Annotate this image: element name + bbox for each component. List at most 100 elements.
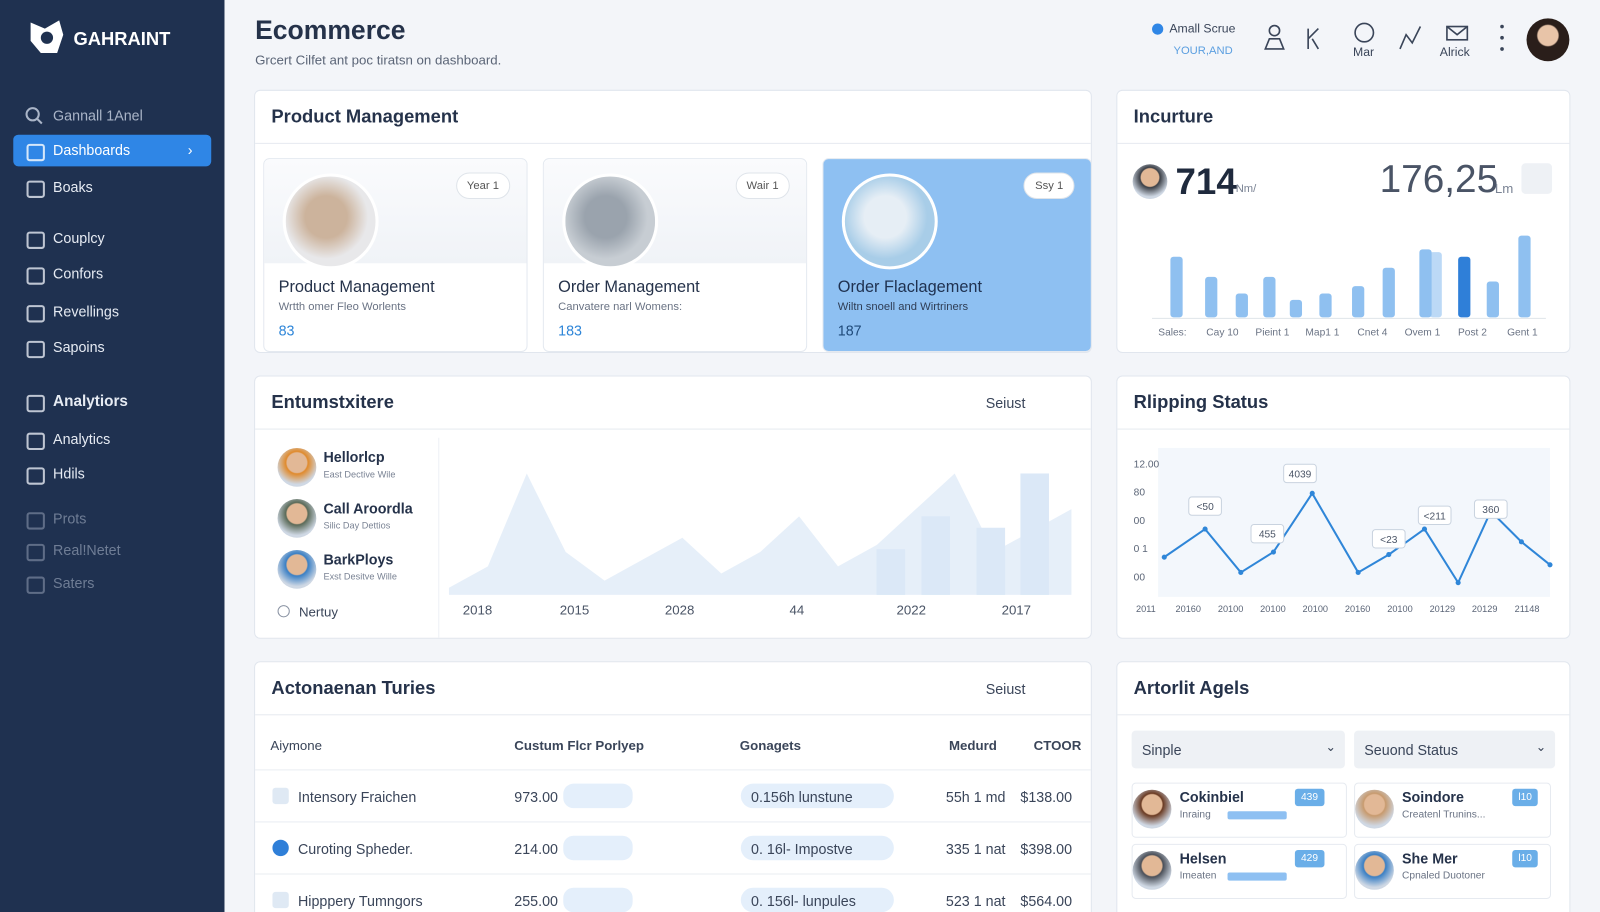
nav-icon: [26, 267, 45, 285]
nav-item[interactable]: Sapoins: [53, 338, 105, 356]
incurture-card: Incurture 714 Nm/176,25 Lm Sales: Cay 10 Piein…: [1116, 89, 1571, 354]
nav-icon: [26, 432, 45, 450]
y-tick-label: 0 1: [1134, 544, 1148, 555]
nav-item[interactable]: Boaks: [53, 178, 93, 195]
card-title: Product Management: [271, 106, 459, 127]
nav-item[interactable]: Couplcy: [53, 229, 105, 246]
x-tick-label: 20129: [1430, 604, 1456, 614]
nav-item[interactable]: Dashboards: [53, 141, 131, 159]
y-tick-label: 00: [1134, 516, 1146, 527]
agent-name: She Mer: [1402, 849, 1458, 867]
header-icons[interactable]: [1261, 20, 1516, 61]
chevron: ⌄: [1535, 739, 1546, 755]
cell: Intensory Fraichen: [297, 788, 417, 806]
nav-item[interactable]: Hdils: [53, 465, 85, 482]
divider: [1117, 714, 1570, 716]
product-tile[interactable]: Wair 1 Order Management Canvatere narl Wom…: [542, 158, 808, 353]
agent-card[interactable]: [1354, 782, 1552, 838]
cell: Hipppery Tumngors: [297, 892, 423, 910]
avatar: [1132, 164, 1168, 199]
cell: $398.00: [1020, 840, 1073, 858]
y-tick-label: 12.00: [1134, 459, 1160, 470]
icon-label: Mar: [1353, 44, 1375, 60]
agent-card[interactable]: [1131, 843, 1347, 899]
tile-badge[interactable]: Year 1: [455, 172, 511, 199]
select-box[interactable]: [1354, 730, 1556, 769]
cell: 973.00: [514, 788, 558, 806]
nav-item[interactable]: Analytics: [53, 430, 111, 447]
tile-image: [282, 173, 379, 270]
bar: [1458, 256, 1471, 318]
bar: [1235, 293, 1248, 318]
bar: [1020, 473, 1049, 595]
bar: [1486, 281, 1499, 318]
card-title: Artorlit Agels: [1133, 677, 1250, 698]
row-icon: [272, 891, 289, 909]
select[interactable]: Seiust: [985, 680, 1026, 697]
x-tick-label: 21148: [1515, 604, 1540, 614]
nav-item[interactable]: Saters: [53, 574, 95, 591]
callout: 4039: [1289, 470, 1312, 481]
bar: [1352, 286, 1365, 318]
column-header: Custum Flcr Porlyep: [514, 737, 645, 754]
select[interactable]: Seiust: [985, 394, 1026, 412]
agent-card[interactable]: [1131, 782, 1347, 838]
product-card: Product Management Year 1 Product Manageme…: [254, 89, 1092, 354]
tile-title: Product Management: [278, 278, 435, 296]
agent-name: Cokinbiel: [1179, 788, 1244, 806]
cell: 0. 16l- Impostve: [751, 840, 853, 858]
select-label: Seuond Status: [1364, 741, 1459, 759]
plot-bg: [1158, 447, 1550, 597]
point: [1421, 526, 1428, 532]
pill: [740, 835, 894, 861]
person-name: BarkPloys: [323, 551, 394, 568]
point: [1161, 554, 1167, 560]
card-title: Actonaenan Turies: [271, 677, 436, 698]
column-header: Aiymone: [270, 737, 323, 754]
tile-subtitle: Wrtth omer Fleo Worlents: [278, 301, 407, 314]
nav-icon: [26, 340, 45, 359]
cell: 0.156h lunstune: [751, 788, 853, 806]
person-sub: Exst Desitve Wille: [323, 571, 397, 582]
nav-item[interactable]: Prots: [53, 510, 87, 527]
product-tile[interactable]: Ssy 1 Order Flaclagement Wiltn snoell and …: [822, 158, 1092, 353]
radio[interactable]: [277, 605, 290, 618]
agent-badge: 429: [1294, 849, 1325, 868]
tile-value: 183: [558, 322, 582, 339]
avatar: [1132, 851, 1172, 890]
product-tile[interactable]: Year 1 Product Management Wrtth omer Fleo …: [263, 158, 528, 353]
bar: [1419, 249, 1432, 318]
nav-icon: [26, 305, 45, 323]
agent-badge: l10: [1512, 788, 1539, 807]
bar: [1170, 256, 1183, 318]
nav-item[interactable]: Confors: [53, 265, 104, 282]
nav-item[interactable]: Analytiors: [53, 392, 128, 411]
search[interactable]: Gannall 1Anel: [53, 107, 143, 124]
metric: 714: [1175, 160, 1237, 203]
agent-card[interactable]: [1354, 843, 1552, 899]
chart: 12.00 80 00 0 1 00 2011 20160 20100 20100 20100 20…: [1134, 447, 1553, 614]
tile-badge[interactable]: Ssy 1: [1023, 172, 1075, 199]
select-box[interactable]: [1131, 730, 1345, 769]
nav-item[interactable]: Revellings: [53, 303, 119, 320]
nav-item[interactable]: Real!Netet: [53, 541, 121, 559]
tile-title: Order Flaclagement: [837, 278, 983, 296]
bar: [1289, 299, 1303, 318]
row-divider: [255, 873, 1091, 875]
tile-title: Order Management: [558, 278, 700, 296]
bar: [1382, 267, 1395, 318]
user-avatar[interactable]: [1526, 18, 1570, 62]
row-icon: [272, 839, 289, 857]
tile-image: [562, 173, 659, 270]
button[interactable]: [1521, 163, 1553, 194]
nav-icon: [26, 180, 45, 198]
tile-badge[interactable]: Wair 1: [735, 172, 790, 199]
cell: 335 1 nat: [945, 840, 1006, 858]
point: [1455, 580, 1461, 586]
callout-box: [1473, 499, 1508, 519]
divider: [255, 142, 1091, 144]
x-tick-label: Ovem 1: [1405, 328, 1441, 339]
y-tick-label: 80: [1134, 488, 1146, 499]
